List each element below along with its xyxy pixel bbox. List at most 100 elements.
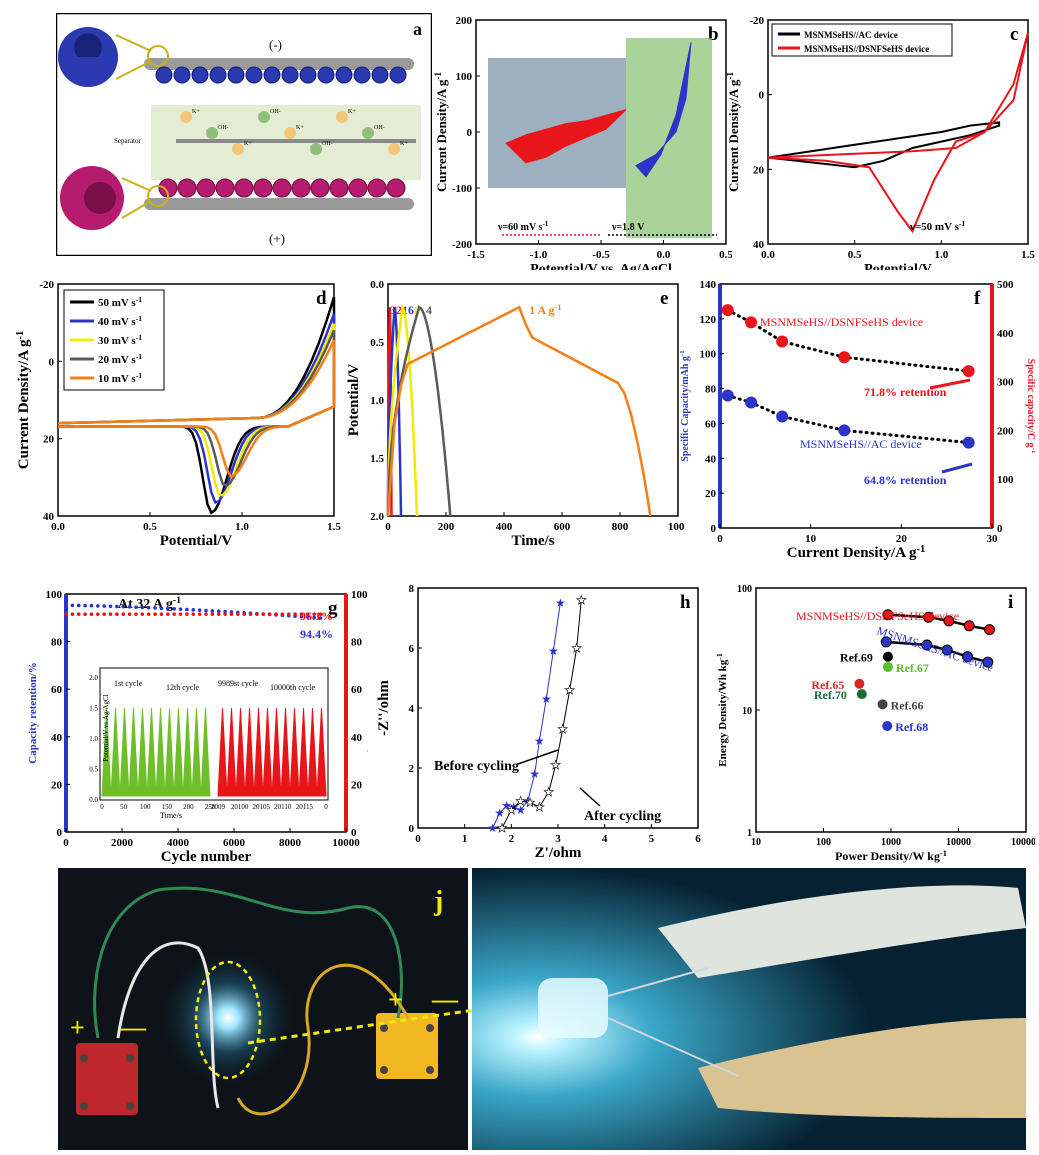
y2-tick-label: 60	[351, 684, 363, 696]
positive-label: (+)	[269, 231, 285, 246]
plot-frame	[387, 283, 679, 517]
y-tick-label: 1.5	[370, 453, 384, 465]
data-point	[776, 410, 789, 423]
reference-point	[882, 720, 893, 731]
x-tick-label: 4000	[167, 837, 190, 849]
ion-label: K+	[244, 141, 252, 147]
x-tick-label: 1.0	[235, 521, 249, 533]
x-tick-label: 8000	[279, 837, 302, 849]
cycle-point	[153, 612, 157, 616]
ion-label: OH-	[218, 125, 229, 131]
data-point	[838, 424, 851, 437]
anode-particle	[317, 66, 335, 84]
gcd-curve	[386, 305, 652, 517]
x-tick-label: 6000	[223, 837, 246, 849]
cycle-point	[172, 607, 176, 611]
y-axis-label: Current Density/A g-1	[433, 72, 449, 192]
y2-tick-label: 500	[997, 279, 1014, 291]
ion-dot	[206, 127, 218, 139]
data-point	[941, 644, 953, 656]
cycle-point	[64, 612, 68, 616]
inset-cycle-label: 1st cycle	[114, 679, 143, 688]
data-point	[921, 639, 933, 651]
data-point: ★	[529, 767, 540, 781]
y-axis-label: -Z''/ohm	[376, 680, 392, 736]
cathode-particle	[177, 178, 197, 198]
panel-letter: e	[660, 288, 668, 309]
data-point	[745, 316, 758, 329]
data-point: ★	[487, 821, 498, 835]
y-tick-label: 100	[456, 71, 473, 83]
y2-tick-label: 0	[351, 827, 357, 839]
cycle-point	[159, 612, 164, 616]
x-tick-label: 10	[805, 533, 817, 545]
panel-letter: b	[708, 24, 719, 45]
cycle-point	[293, 612, 297, 616]
ion-label: OH-	[270, 109, 281, 115]
data-point: ★	[515, 794, 526, 808]
cathode-particle	[310, 178, 330, 198]
y-tick-label: 0	[409, 823, 415, 835]
y-tick-label: 0	[759, 90, 765, 102]
cycle-point	[127, 605, 132, 609]
cathode-particle	[367, 178, 387, 198]
led-demo-photo: j + — + —	[58, 868, 1026, 1150]
cycle-point	[267, 612, 272, 616]
data-point: ★	[541, 692, 552, 706]
y-tick-label: 20	[705, 488, 717, 500]
x-tick-label: 5	[649, 833, 655, 845]
white-clip	[658, 885, 1026, 978]
series-label: Before cycling	[434, 759, 519, 774]
anode-particle	[353, 66, 371, 84]
x-axis-label: Current Density/A g-1	[787, 544, 925, 562]
legend-label: 20 mV s-1	[98, 352, 142, 367]
arrow	[517, 749, 559, 765]
cycle-point	[274, 612, 278, 616]
inset-frame	[99, 667, 329, 801]
cycle-point	[318, 612, 323, 616]
cycle-point	[255, 612, 259, 616]
voltage-window-label: ν=1.8 V	[611, 222, 645, 233]
chart-d: 0.0 0.5 1.0 1.5 40 20 0 -20 Potential/V Current D…	[15, 279, 342, 549]
y-tick-label: 40	[43, 511, 55, 523]
x-tick-label: -1.0	[530, 249, 548, 261]
cycle-point	[76, 612, 81, 616]
legend-label: 40 mV s-1	[98, 314, 142, 329]
y-tick-label: -100	[452, 183, 473, 195]
y-tick-label: 0	[467, 127, 473, 139]
cycle-point	[197, 608, 202, 612]
data-point: ★	[494, 806, 505, 820]
anode-particle	[371, 66, 389, 84]
cycle-point	[108, 612, 113, 616]
x-tick-label: -1.5	[467, 249, 485, 261]
inset-cycle-label: 10000th cycle	[270, 683, 316, 692]
ion-label: K+	[192, 109, 200, 115]
anode-particle	[335, 66, 353, 84]
x-tick-label: -0.5	[592, 249, 610, 261]
cycle-point	[127, 612, 132, 616]
cycle-point	[248, 612, 253, 616]
x-tick-label: 30	[987, 533, 999, 545]
rate-label: 1 A g-1	[529, 303, 561, 318]
data-point	[963, 620, 975, 632]
reference-point	[882, 651, 893, 662]
chart-h: 0 1 2 3 4 5 602468Z'/ohm-Z''/ohmh★★★★★★★★★★★★★…	[376, 583, 701, 861]
cycle-point	[318, 616, 323, 620]
cycle-point	[102, 604, 106, 608]
y-tick-label: 60	[705, 418, 717, 430]
reference-label: Ref.66	[891, 698, 924, 712]
cathode-particle	[215, 178, 235, 198]
data-point: ★	[534, 734, 545, 748]
data-point	[943, 615, 955, 627]
cathode-particle	[348, 178, 368, 198]
cycle-point	[178, 612, 183, 616]
cycle-point	[140, 605, 145, 610]
x-tick-label: 2000	[111, 837, 134, 849]
legend-label: MSNMSeHS//AC device	[804, 30, 898, 40]
cv-curve	[767, 32, 1029, 234]
x-tick-label: 10	[751, 837, 761, 848]
data-point	[984, 624, 996, 636]
y-tick-label: 10	[742, 706, 752, 717]
reference-point	[882, 661, 893, 672]
cycle-point	[70, 603, 75, 608]
